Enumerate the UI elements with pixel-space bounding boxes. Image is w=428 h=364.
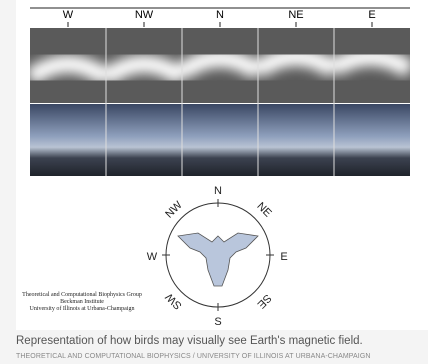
credit-line: Beckman Institute [60,299,104,305]
direction-label: W [63,9,74,21]
credit-line: University of Illinois at Urbana-Champai… [30,305,135,312]
direction-label: E [368,9,375,21]
caption-credit: THEORETICAL AND COMPUTATIONAL BIOPHYSICS… [16,353,371,360]
credit-line: Theoretical and Computational Biophysics… [22,292,142,298]
compass-s: S [214,316,221,328]
compass-e: E [280,251,287,263]
direction-label: NE [288,9,303,21]
direction-label: NW [135,9,154,21]
page: WNWNNEE N S W E NW NE SW SE Theoretical … [0,0,428,364]
sky-panels [30,104,410,176]
compass-n: N [214,185,222,197]
compass-w: W [147,251,158,263]
caption: Representation of how birds may visually… [16,335,363,347]
direction-label: N [216,9,224,21]
